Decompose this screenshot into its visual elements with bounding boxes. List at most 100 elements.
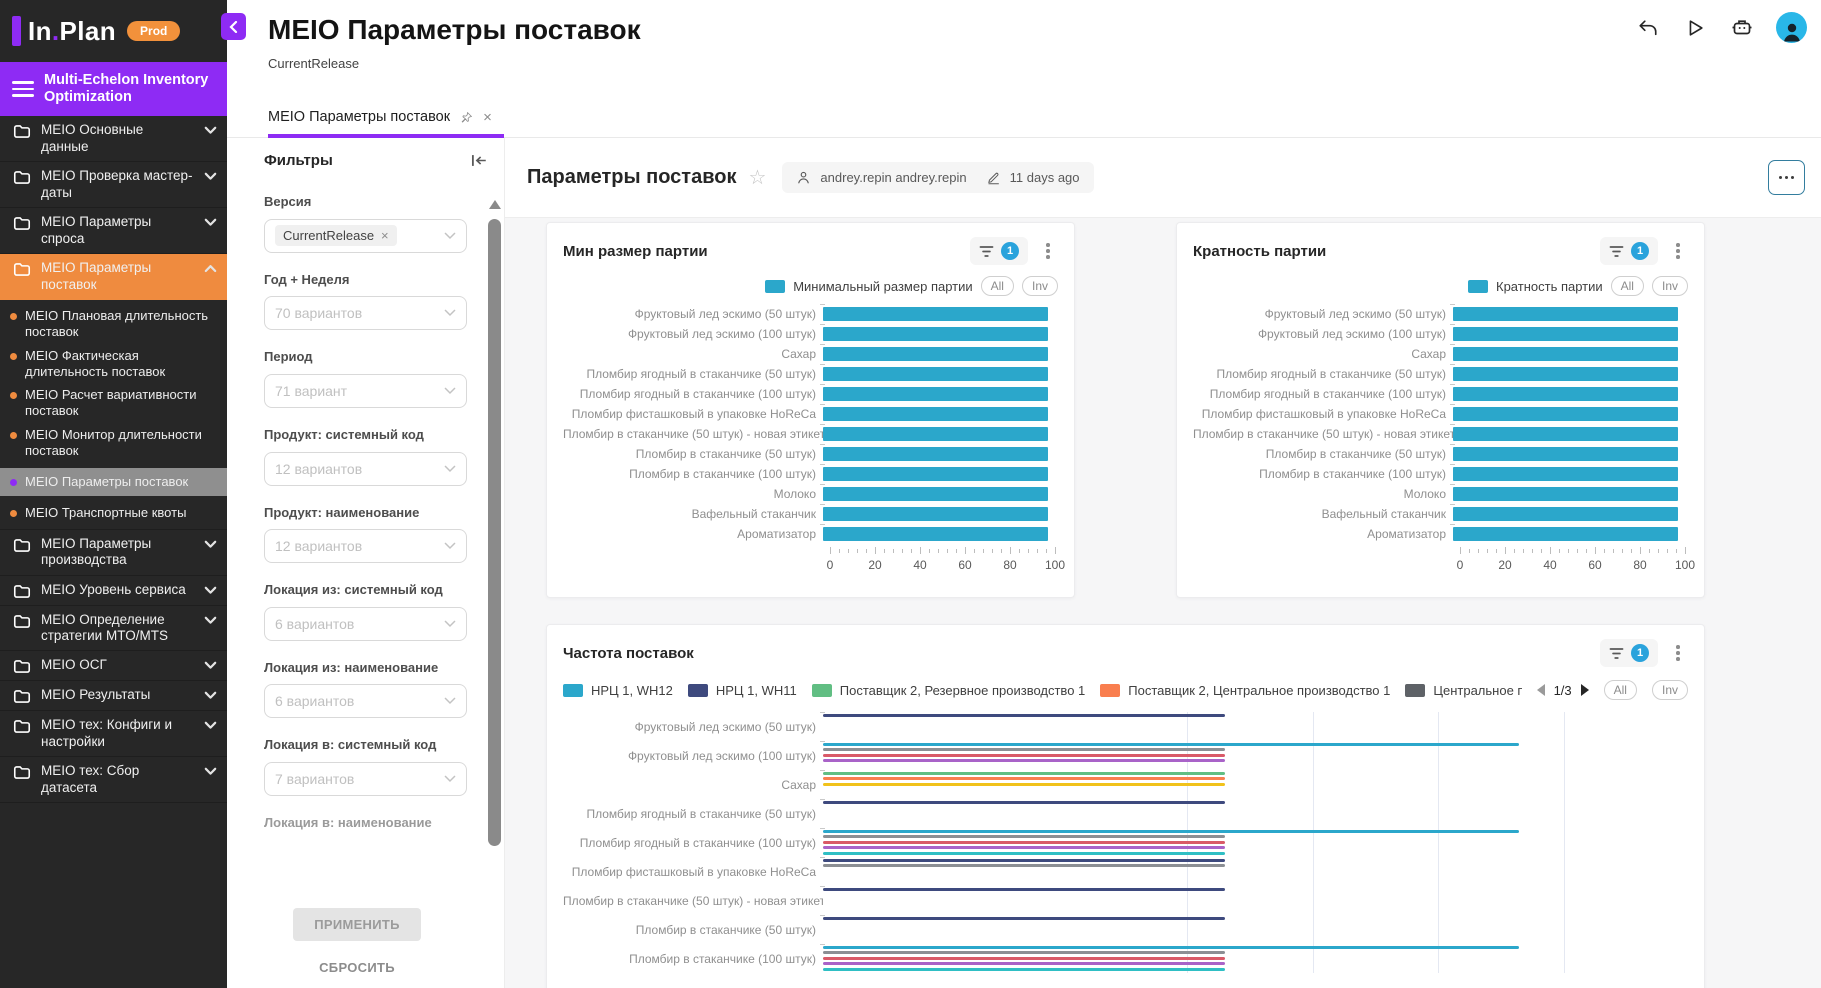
bar[interactable] [1453,347,1678,361]
filter-select[interactable]: 12 вариантов [264,451,467,486]
bar[interactable] [1453,487,1678,501]
sidebar-subitem[interactable]: MEIO Параметры поставок [0,467,227,496]
series-line[interactable] [823,840,1226,844]
series-line[interactable] [823,753,1226,757]
series-line[interactable] [823,748,1226,752]
undo-button[interactable] [1635,15,1661,41]
collapse-filters-button[interactable] [470,153,488,168]
bar[interactable] [823,327,1048,341]
bar[interactable] [1453,447,1678,461]
sidebar-item[interactable]: MEIO Результаты [0,681,227,712]
bar[interactable] [823,387,1048,401]
bar[interactable] [1453,367,1678,381]
chart-filter-button[interactable]: 1 [1600,639,1658,667]
bar[interactable] [823,367,1048,381]
series-line[interactable] [823,777,1226,781]
filter-select[interactable]: 71 вариант [264,373,467,408]
series-line[interactable] [823,888,1226,891]
sidebar-item[interactable]: MEIO ОСГ [0,651,227,682]
sidebar-subitem[interactable]: MEIO Монитор длительности поставок [0,423,227,463]
pin-icon[interactable] [460,111,473,124]
apply-button[interactable]: ПРИМЕНИТЬ [293,908,421,941]
scrollbar-thumb[interactable] [488,219,501,846]
legend-all-button[interactable]: All [980,276,1014,296]
bar[interactable] [1453,527,1678,541]
bar[interactable] [1453,307,1678,321]
dashboard-menu-button[interactable] [1768,160,1805,195]
bar[interactable] [823,447,1048,461]
sidebar-item[interactable]: MEIO Параметры производства [0,530,227,576]
legend-prev-icon[interactable] [1536,684,1545,696]
filter-select[interactable]: 6 вариантов [264,606,467,641]
bar[interactable] [1453,407,1678,421]
favorite-star-icon[interactable]: ☆ [748,166,767,189]
series-line[interactable] [823,743,1520,746]
filter-select[interactable]: 7 вариантов [264,762,467,796]
series-line[interactable] [823,946,1520,949]
sidebar-subitem[interactable]: MEIO Плановая длительность поставок [0,304,227,344]
sidebar-subitem[interactable]: MEIO Расчет вариативности поставок [0,383,227,423]
bar[interactable] [823,467,1048,481]
chart-filter-button[interactable]: 1 [970,237,1028,265]
reset-button[interactable]: СБРОСИТЬ [319,960,395,975]
filter-select[interactable]: 70 вариантов [264,296,467,331]
collapse-sidebar-button[interactable] [221,13,246,40]
sidebar-item[interactable]: MEIO Параметры спроса [0,208,227,255]
assistant-button[interactable] [1729,15,1755,41]
bar[interactable] [823,527,1048,541]
series-line[interactable] [823,801,1226,804]
series-line[interactable] [823,846,1226,850]
series-line[interactable] [823,782,1226,786]
sidebar-subitem[interactable]: MEIO Транспортные квоты [0,501,227,525]
chart-menu-button[interactable] [1038,240,1058,262]
legend-all-button[interactable]: All [1610,276,1644,296]
bar[interactable] [823,507,1048,521]
bar[interactable] [823,347,1048,361]
filter-select[interactable]: 6 вариантов [264,684,467,719]
series-line[interactable] [823,864,1226,868]
tab-meio-supply-params[interactable]: MEIO Параметры поставок × [268,97,504,138]
bar[interactable] [823,427,1048,441]
avatar[interactable] [1776,12,1807,43]
series-line[interactable] [823,859,1226,862]
series-line[interactable] [823,835,1226,839]
legend-all-button[interactable]: All [1603,680,1637,700]
chart-filter-button[interactable]: 1 [1600,237,1658,265]
bar[interactable] [1453,507,1678,521]
bar[interactable] [1453,327,1678,341]
sidebar-item[interactable]: MEIO Основные данные [0,116,227,163]
series-line[interactable] [823,956,1226,960]
filter-select[interactable]: CurrentRelease × [264,218,467,253]
bar[interactable] [823,407,1048,421]
menu-icon[interactable] [12,77,34,101]
bar[interactable] [1453,387,1678,401]
sidebar-item[interactable]: MEIO Уровень сервиса [0,576,227,606]
legend-inv-button[interactable]: Inv [1651,680,1688,700]
series-line[interactable] [823,917,1226,920]
sidebar-item[interactable]: MEIO Определение стратегии MTO/MTS [0,606,227,652]
remove-chip-icon[interactable]: × [381,228,389,244]
scroll-up-icon[interactable] [488,200,501,209]
series-line[interactable] [823,962,1226,966]
series-line[interactable] [823,851,1226,855]
legend-inv-button[interactable]: Inv [1021,276,1058,296]
bar[interactable] [1453,467,1678,481]
sidebar-item[interactable]: MEIO Проверка мастер-даты [0,162,227,209]
legend-next-icon[interactable] [1580,684,1589,696]
close-tab-icon[interactable]: × [483,108,492,126]
series-line[interactable] [823,951,1226,955]
sidebar-item[interactable]: MEIO тех: Конфиги и настройки [0,711,227,758]
chart-menu-button[interactable] [1668,642,1688,664]
series-line[interactable] [823,714,1226,717]
series-line[interactable] [823,830,1520,833]
legend-inv-button[interactable]: Inv [1651,276,1688,296]
sidebar-subitem[interactable]: MEIO Фактическая длительность поставок [0,344,227,384]
sidebar-item[interactable]: MEIO тех: Сбор датасета [0,757,227,804]
run-button[interactable] [1682,15,1708,41]
bar[interactable] [1453,427,1678,441]
series-line[interactable] [823,759,1226,763]
series-line[interactable] [823,967,1226,971]
bar[interactable] [823,487,1048,501]
chart-menu-button[interactable] [1668,240,1688,262]
filter-select[interactable]: 12 вариантов [264,529,467,564]
